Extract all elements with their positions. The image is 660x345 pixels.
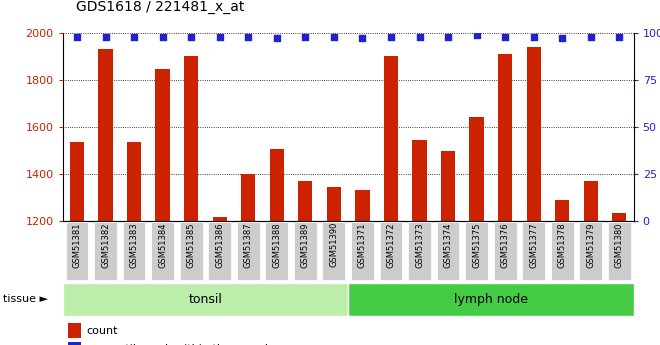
- FancyBboxPatch shape: [65, 222, 88, 280]
- Point: [385, 34, 396, 39]
- FancyBboxPatch shape: [123, 222, 145, 280]
- Bar: [69, 323, 81, 338]
- Bar: [583, 181, 598, 221]
- Point: [414, 34, 425, 39]
- Point: [72, 34, 82, 39]
- Point: [529, 34, 539, 39]
- Bar: [98, 49, 113, 221]
- Point: [100, 34, 111, 39]
- FancyBboxPatch shape: [351, 222, 374, 280]
- Text: count: count: [86, 326, 118, 335]
- Bar: [441, 151, 455, 221]
- FancyBboxPatch shape: [437, 222, 459, 280]
- FancyBboxPatch shape: [379, 222, 403, 280]
- Point: [129, 34, 139, 39]
- FancyBboxPatch shape: [494, 222, 517, 280]
- Text: GSM51385: GSM51385: [187, 222, 195, 267]
- Text: GSM51388: GSM51388: [273, 222, 281, 268]
- Bar: [184, 56, 198, 221]
- Bar: [213, 217, 227, 221]
- Bar: [384, 56, 398, 221]
- Text: tonsil: tonsil: [189, 293, 222, 306]
- FancyBboxPatch shape: [94, 222, 117, 280]
- Bar: [327, 187, 341, 221]
- FancyBboxPatch shape: [579, 222, 602, 280]
- Text: GSM51375: GSM51375: [472, 222, 481, 267]
- Text: GSM51383: GSM51383: [129, 222, 139, 268]
- Bar: [612, 213, 626, 221]
- Text: GSM51378: GSM51378: [558, 222, 567, 268]
- Text: GSM51377: GSM51377: [529, 222, 538, 268]
- FancyBboxPatch shape: [265, 222, 288, 280]
- Text: GSM51376: GSM51376: [501, 222, 510, 268]
- Point: [329, 34, 339, 39]
- Text: GSM51389: GSM51389: [301, 222, 310, 267]
- Bar: [156, 69, 170, 221]
- FancyBboxPatch shape: [151, 222, 174, 280]
- FancyBboxPatch shape: [465, 222, 488, 280]
- FancyBboxPatch shape: [408, 222, 431, 280]
- Text: GSM51381: GSM51381: [73, 222, 81, 267]
- Text: tissue ►: tissue ►: [3, 294, 48, 304]
- Bar: [69, 342, 81, 345]
- Text: GDS1618 / 221481_x_at: GDS1618 / 221481_x_at: [76, 0, 244, 14]
- Point: [157, 34, 168, 39]
- Point: [443, 34, 453, 39]
- Text: lymph node: lymph node: [454, 293, 528, 306]
- Point: [357, 36, 368, 41]
- Text: GSM51386: GSM51386: [215, 222, 224, 268]
- FancyBboxPatch shape: [180, 222, 203, 280]
- Bar: [469, 117, 484, 221]
- Bar: [70, 142, 84, 221]
- Text: GSM51382: GSM51382: [101, 222, 110, 267]
- Point: [557, 36, 568, 41]
- Text: GSM51379: GSM51379: [586, 222, 595, 267]
- Bar: [241, 174, 255, 221]
- Bar: [270, 149, 284, 221]
- FancyBboxPatch shape: [237, 222, 259, 280]
- Point: [243, 34, 253, 39]
- Point: [614, 34, 624, 39]
- Point: [585, 34, 596, 39]
- Text: GSM51374: GSM51374: [444, 222, 453, 267]
- Text: GSM51372: GSM51372: [387, 222, 395, 267]
- Point: [500, 34, 510, 39]
- FancyBboxPatch shape: [209, 222, 231, 280]
- FancyBboxPatch shape: [323, 222, 345, 280]
- Point: [271, 36, 282, 41]
- Text: GSM51387: GSM51387: [244, 222, 253, 268]
- Bar: [498, 54, 512, 221]
- Point: [300, 34, 311, 39]
- FancyBboxPatch shape: [294, 222, 317, 280]
- Bar: [127, 142, 141, 221]
- Text: GSM51380: GSM51380: [615, 222, 624, 267]
- Point: [186, 34, 197, 39]
- Text: percentile rank within the sample: percentile rank within the sample: [86, 344, 275, 345]
- Bar: [412, 140, 426, 221]
- Bar: [555, 200, 570, 221]
- Bar: [348, 283, 634, 316]
- Text: GSM51371: GSM51371: [358, 222, 367, 267]
- Bar: [355, 190, 370, 221]
- FancyBboxPatch shape: [551, 222, 574, 280]
- Bar: [298, 181, 312, 221]
- Bar: [63, 283, 348, 316]
- Point: [471, 32, 482, 37]
- FancyBboxPatch shape: [522, 222, 545, 280]
- Text: GSM51390: GSM51390: [329, 222, 339, 267]
- FancyBboxPatch shape: [608, 222, 631, 280]
- Text: GSM51373: GSM51373: [415, 222, 424, 268]
- Bar: [527, 47, 541, 221]
- Point: [214, 34, 225, 39]
- Text: GSM51384: GSM51384: [158, 222, 167, 267]
